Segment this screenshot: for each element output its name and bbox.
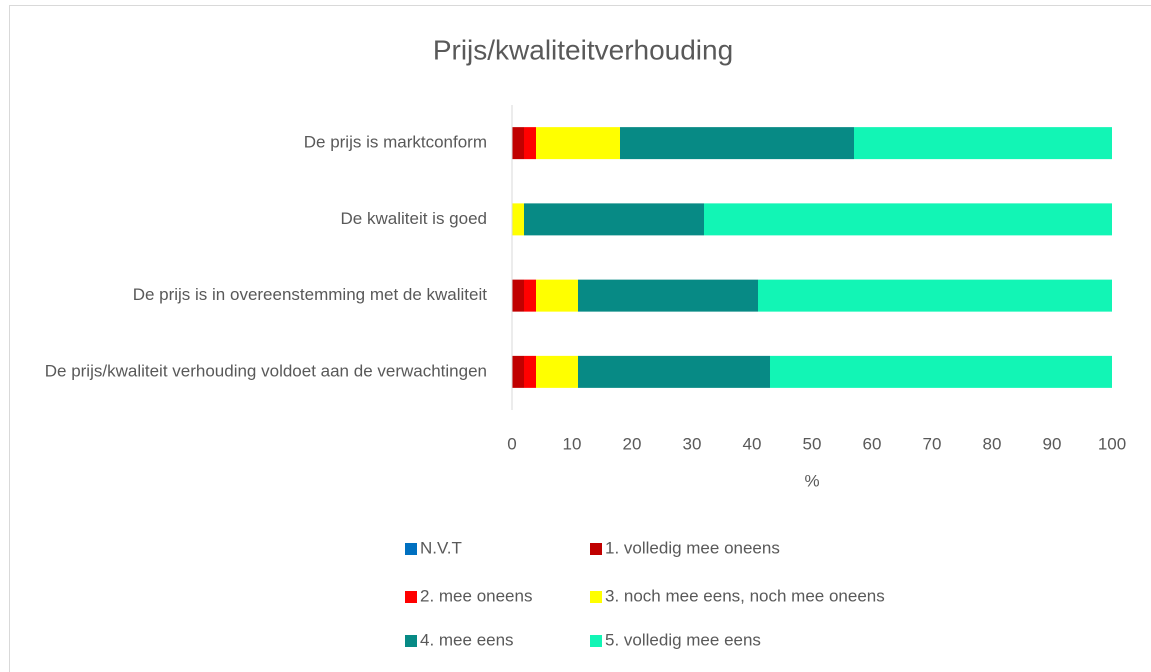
legend-swatch (590, 635, 602, 647)
x-tick-label: 40 (743, 434, 762, 453)
bar-segment (524, 279, 536, 312)
legend-label: N.V.T (420, 538, 462, 557)
bar-segment (524, 127, 536, 160)
legend-label: 3. noch mee eens, noch mee oneens (605, 586, 885, 605)
chart-border (9, 5, 1151, 672)
bar-segment (524, 355, 536, 388)
legend-swatch (405, 635, 417, 647)
bar-segment (578, 279, 758, 312)
legend-swatch (590, 591, 602, 603)
y-tick-label: De prijs is in overeenstemming met de kw… (133, 285, 488, 304)
x-tick-label: 20 (623, 434, 642, 453)
x-tick-label: 80 (983, 434, 1002, 453)
bar-segment (512, 203, 524, 236)
bar-segment (578, 355, 770, 388)
x-tick-label: 50 (803, 434, 822, 453)
legend-swatch (405, 543, 417, 555)
legend-label: 4. mee eens (420, 630, 514, 649)
x-tick-label: 70 (923, 434, 942, 453)
bar-segment (536, 355, 578, 388)
legend-label: 5. volledig mee eens (605, 630, 761, 649)
legend-label: 2. mee oneens (420, 586, 532, 605)
bar-segment (620, 127, 854, 160)
bar-segment (758, 279, 1112, 312)
y-tick-label: De prijs is marktconform (304, 133, 487, 152)
y-tick-label: De kwaliteit is goed (341, 209, 487, 228)
x-tick-label: 30 (683, 434, 702, 453)
bar-segment (524, 203, 704, 236)
bar-segment (512, 127, 524, 160)
bar-segment (512, 355, 524, 388)
bar-segment (854, 127, 1112, 160)
chart-title: Prijs/kwaliteitverhouding (433, 34, 733, 65)
x-tick-label: 90 (1043, 434, 1062, 453)
x-tick-label: 60 (863, 434, 882, 453)
x-tick-label: 0 (507, 434, 516, 453)
bar-segment (704, 203, 1112, 236)
x-tick-label: 100 (1098, 434, 1126, 453)
legend-label: 1. volledig mee oneens (605, 538, 780, 557)
bar-segment (536, 279, 578, 312)
legend-swatch (405, 591, 417, 603)
bar-segment (536, 127, 620, 160)
bar-segment (770, 355, 1112, 388)
legend-swatch (590, 543, 602, 555)
x-axis-label: % (804, 471, 819, 490)
bar-segment (512, 279, 524, 312)
y-tick-label: De prijs/kwaliteit verhouding voldoet aa… (45, 361, 487, 380)
x-tick-label: 10 (563, 434, 582, 453)
